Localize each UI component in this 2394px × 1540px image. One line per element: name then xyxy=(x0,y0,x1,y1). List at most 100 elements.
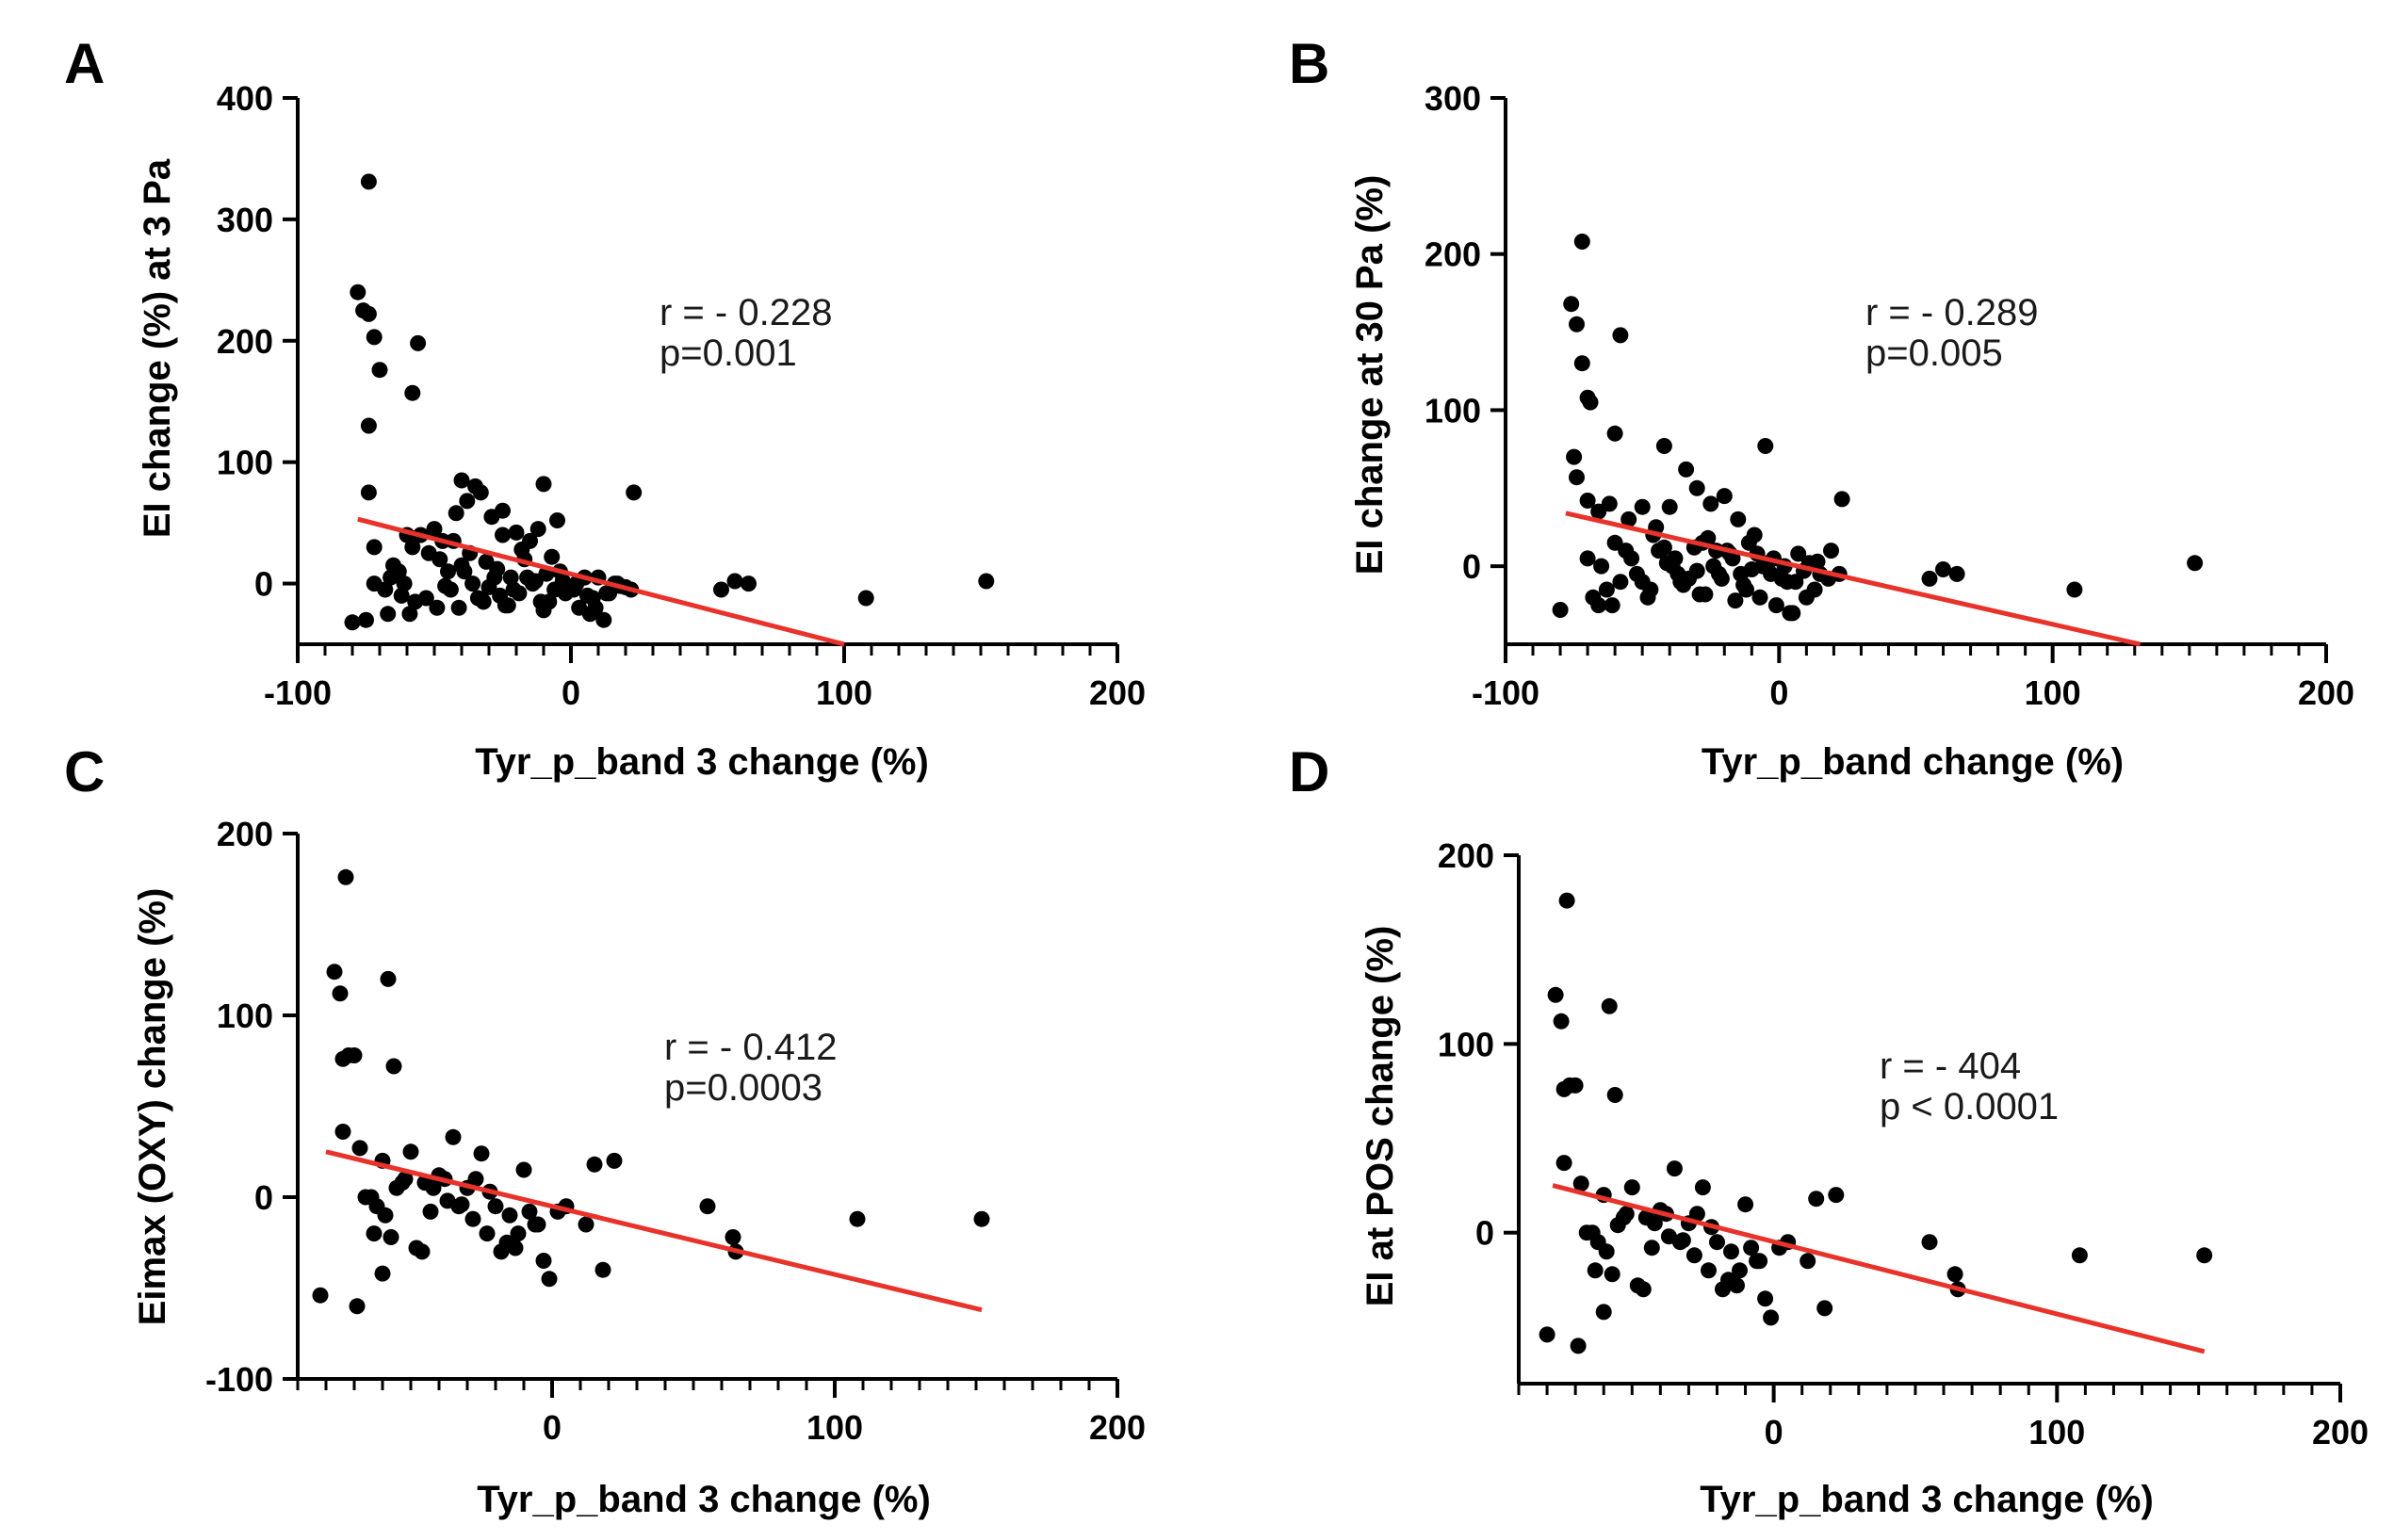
panel-b-data-point xyxy=(1757,438,1774,454)
panel-b-y-tick-label: 100 xyxy=(1425,391,1481,430)
panel-a-r-value: r = - 0.228 xyxy=(660,292,832,333)
panel-c-data-point xyxy=(312,1287,329,1304)
panel-a-data-point xyxy=(417,590,434,607)
panel-a-data-point xyxy=(432,551,448,568)
panel-c-data-point xyxy=(425,1179,442,1196)
panel-c-data-point xyxy=(394,1175,411,1191)
panel-b-data-point xyxy=(1569,316,1585,332)
panel-b-data-point xyxy=(1573,234,1590,250)
panel-d-data-point xyxy=(1828,1187,1845,1204)
panel-b-data-point xyxy=(1563,296,1580,313)
panel-a-data-point xyxy=(495,502,511,519)
panel-c-x-axis-title: Tyr_p_band 3 change (%) xyxy=(477,1479,931,1520)
panel-c-data-point xyxy=(332,985,349,1002)
panel-c-data-point xyxy=(402,1143,419,1160)
panel-c-y-axis-title: Eimax (OXY) change (%) xyxy=(132,888,173,1326)
panel-c-data-point xyxy=(445,1128,462,1145)
panel-b-data-point xyxy=(1806,581,1823,598)
panel-a-data-point xyxy=(978,573,995,590)
panel-c-data-point xyxy=(510,1225,527,1242)
panel-a-x-axis-title: Tyr_p_band 3 change (%) xyxy=(475,741,929,783)
panel-d-data-point xyxy=(2196,1247,2213,1264)
panel-a-y-tick-label: 100 xyxy=(217,444,273,482)
panel-b-data-point xyxy=(1700,529,1717,546)
panel-b-data-point xyxy=(1634,498,1651,515)
panel-c-data-point xyxy=(334,1124,351,1140)
panel-c-data-point xyxy=(349,1298,366,1315)
panel-c-data-point xyxy=(699,1198,716,1215)
panel-a-data-point xyxy=(426,521,443,538)
panel-b-data-point xyxy=(1569,469,1585,486)
panel-b-data-point xyxy=(1604,597,1620,614)
panel-b-data-point xyxy=(2066,581,2083,598)
panel-b-data-point xyxy=(1634,574,1651,591)
panel-a-data-point xyxy=(549,512,565,528)
panel-c-y-tick-label: 200 xyxy=(217,815,273,853)
panel-d-data-point xyxy=(1816,1300,1833,1317)
panel-c-data-point xyxy=(541,1271,558,1288)
panel-b-x-tick-label: 100 xyxy=(2025,673,2081,712)
panel-c-data-point xyxy=(479,1225,496,1242)
panel-b-data-point xyxy=(1601,495,1618,512)
panel-a-data-point xyxy=(383,569,399,586)
panel-c-data-point xyxy=(515,1161,532,1178)
panel-d-data-point xyxy=(1606,1087,1623,1103)
panel-a-data-point xyxy=(508,524,525,541)
panel-b-data-point xyxy=(1823,543,1839,559)
panel-c: C -100 0 100 200 0 100 200 r = - 0.412 p=0.000… xyxy=(64,740,1146,1520)
panel-b-data-point xyxy=(1590,597,1607,614)
panel-d-data-point xyxy=(1646,1215,1663,1232)
panel-d-data-point xyxy=(1555,1155,1572,1172)
panel-a-data-point xyxy=(429,599,446,616)
panel-c-data-point xyxy=(498,1234,515,1251)
panel-a-data-point xyxy=(529,521,546,538)
panel-a-p-value: p=0.001 xyxy=(660,332,797,374)
panel-c-plot: -100 0 100 200 0 100 200 xyxy=(205,815,1146,1447)
panel-d-data-point xyxy=(1737,1196,1754,1213)
panel-d-data-point xyxy=(1921,1234,1938,1251)
panel-b-data-point xyxy=(1582,394,1599,411)
panel-b-x-tick-label: -100 xyxy=(1472,673,1539,712)
panel-a-data-point xyxy=(713,581,729,598)
panel-a-data-point xyxy=(440,563,456,580)
panel-letter-b: B xyxy=(1289,32,1329,95)
panel-a-data-point xyxy=(456,563,473,580)
panel-a-data-point xyxy=(385,557,401,574)
panel-d-data-point xyxy=(1800,1253,1816,1270)
panel-c-data-point xyxy=(380,970,397,987)
panel-b-data-point xyxy=(1651,543,1668,559)
panel-c-data-point xyxy=(527,1216,544,1233)
panel-b-x-axis-title: Tyr_p_band change (%) xyxy=(1702,741,2124,783)
panel-a-data-point xyxy=(360,305,377,322)
panel-d-x-tick-label: 0 xyxy=(1765,1413,1783,1451)
panel-c-data-point xyxy=(366,1225,383,1242)
panel-d-data-point xyxy=(1701,1262,1717,1279)
panel-c-data-point xyxy=(439,1192,456,1209)
panel-d-data-point xyxy=(1572,1175,1589,1192)
panel-a-data-point xyxy=(350,284,366,300)
panel-b-data-point xyxy=(1921,570,1938,587)
panel-b-data-point xyxy=(1661,498,1678,515)
panel-a-data-point xyxy=(410,334,427,351)
panel-b-data-point xyxy=(1711,565,1727,582)
panel-b-p-value: p=0.005 xyxy=(1865,332,2003,374)
panel-b-data-point xyxy=(1566,448,1583,465)
panel-a-y-tick-label: 400 xyxy=(217,79,273,118)
panel-a-data-point xyxy=(513,542,530,558)
panel-a-data-point xyxy=(396,575,413,592)
panel-a-data-point xyxy=(360,484,377,501)
panel-a-data-point xyxy=(519,569,536,586)
panel-a-data-point xyxy=(377,581,394,598)
panel-c-p-value: p=0.0003 xyxy=(664,1067,822,1109)
panel-d-data-point xyxy=(1558,892,1575,909)
panel-a-regression-line xyxy=(357,516,845,647)
panel-c-data-point xyxy=(606,1152,623,1169)
panel-c-data-point xyxy=(535,1253,552,1269)
panel-a: A 0 100 200 300 400 -100 0 100 200 r = - 0.228 p… xyxy=(64,32,1146,783)
panel-c-data-point xyxy=(337,868,354,885)
panel-b-data-point xyxy=(1606,425,1623,442)
panel-c-y-tick-label: 100 xyxy=(217,997,273,1035)
panel-a-y-tick-label: 200 xyxy=(217,322,273,361)
panel-b-x-tick-label: 0 xyxy=(1769,673,1788,712)
panel-b-data-point xyxy=(1727,592,1744,609)
